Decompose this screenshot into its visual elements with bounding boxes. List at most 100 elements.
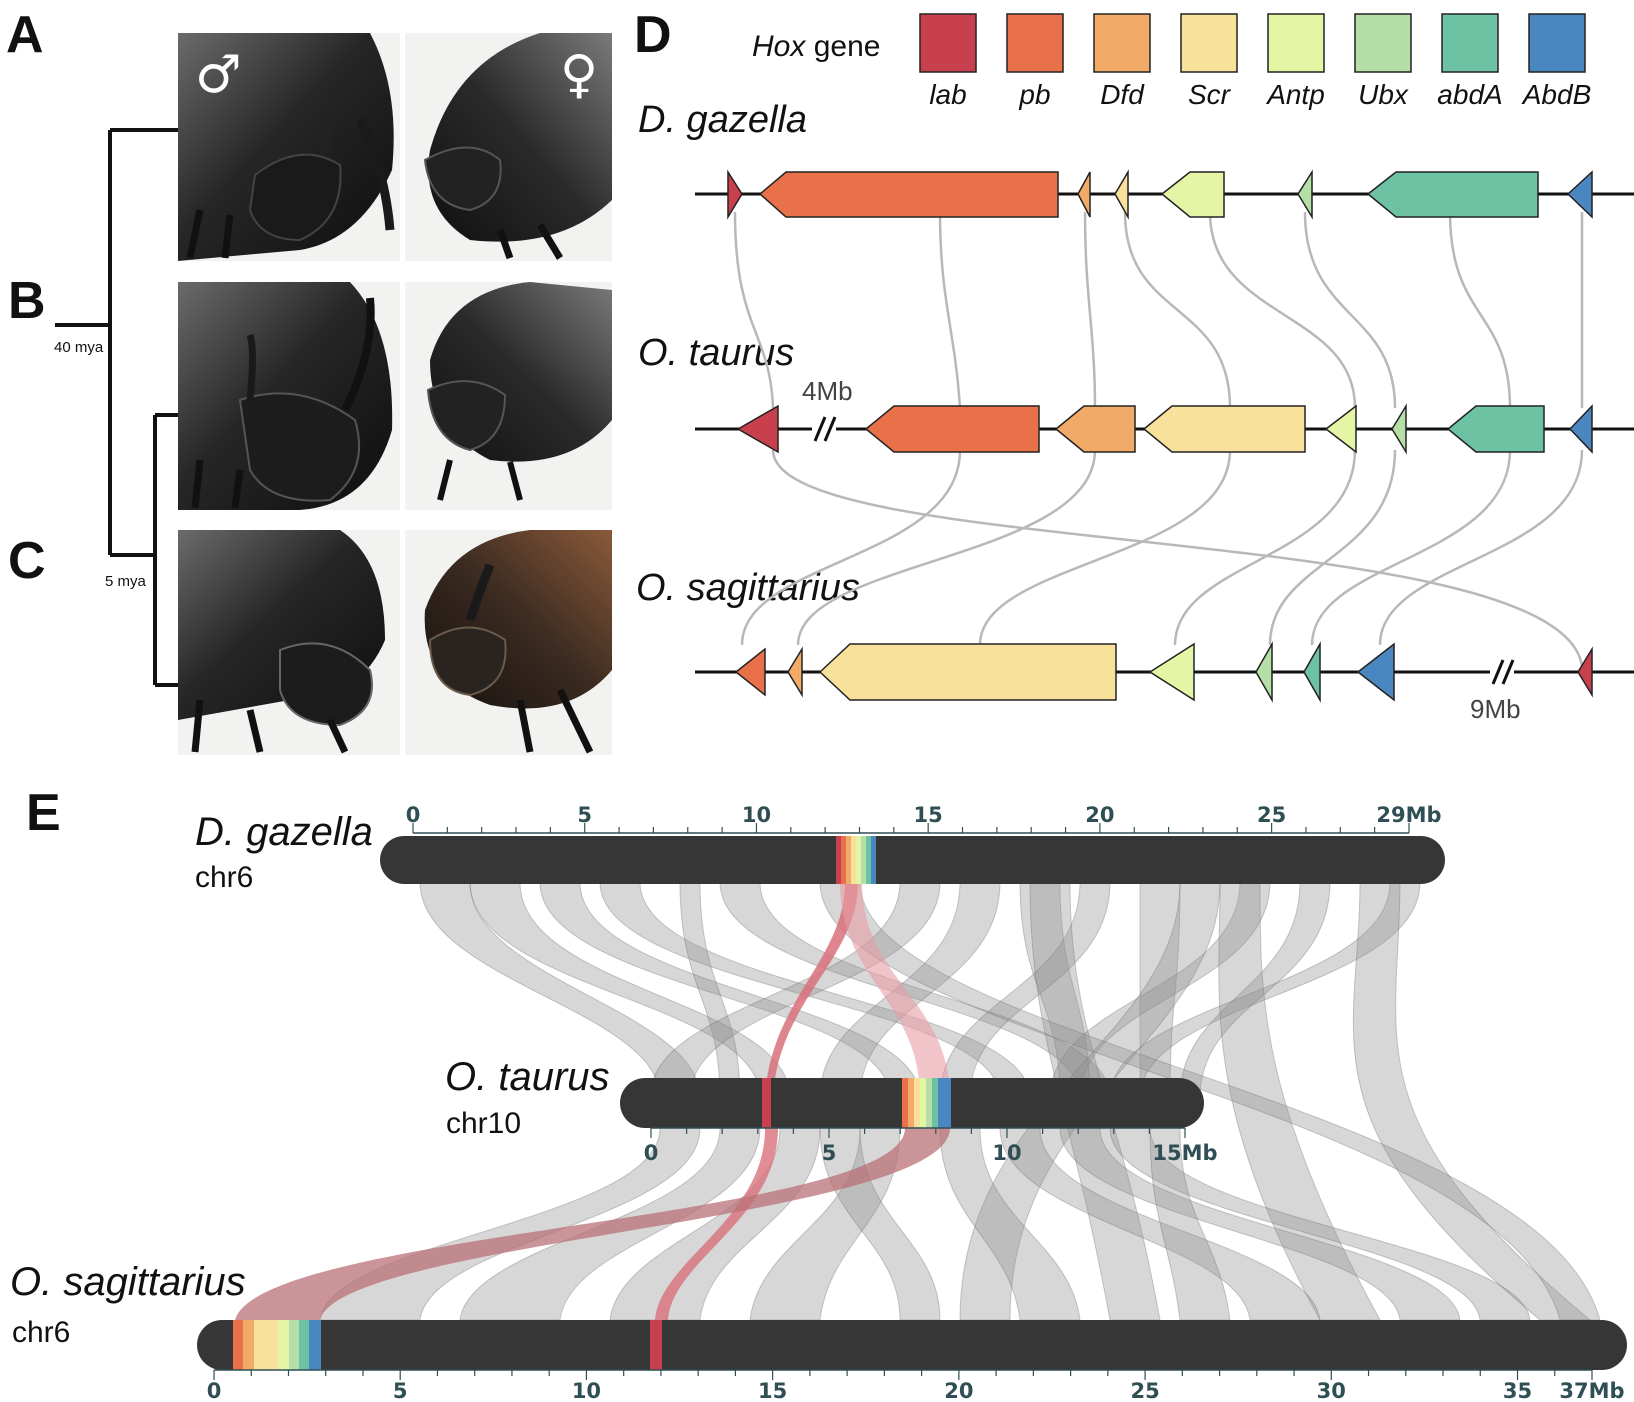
panel-label-e: E bbox=[26, 784, 61, 842]
chr-bar-osagittarius bbox=[197, 1320, 1627, 1370]
legend-swatch-abdb bbox=[1528, 13, 1586, 73]
legend-swatch-antp bbox=[1267, 13, 1325, 73]
legend-items: lab pb Dfd Scr Antp Ubx abdA AbdB bbox=[919, 13, 1592, 110]
gene-abdb-otaurus bbox=[1568, 404, 1593, 454]
legend-swatch-abda bbox=[1441, 13, 1499, 73]
hox-track-dgazella bbox=[695, 169, 1634, 220]
male-symbol: ♂ bbox=[195, 45, 242, 105]
axis-tick-label: 15 bbox=[914, 803, 943, 827]
chr-species-dgazella: D. gazella bbox=[195, 810, 373, 854]
gene-scr-otaurus bbox=[1142, 405, 1306, 453]
gene-antp-dgazella bbox=[1160, 171, 1225, 218]
panel-label-b: B bbox=[8, 272, 46, 330]
hox-synteny-links bbox=[733, 211, 1584, 667]
hox-band-otaurus bbox=[902, 1078, 951, 1128]
legend-label-lab: lab bbox=[929, 79, 966, 110]
chr-species-osagittarius: O. sagittarius bbox=[10, 1260, 246, 1304]
axis-tick-label: 20 bbox=[1085, 803, 1114, 827]
gene-scr-osagittarius bbox=[818, 643, 1117, 701]
legend-swatch-scr bbox=[1180, 13, 1238, 73]
gene-antp-osagittarius bbox=[1148, 642, 1195, 702]
panel-label-d: D bbox=[634, 6, 672, 64]
axis-tick-label: 15 bbox=[758, 1379, 787, 1402]
hox-track-otaurus: 4Mb bbox=[695, 376, 1634, 455]
legend-title-rest: gene bbox=[805, 30, 880, 63]
gene-abdb-dgazella bbox=[1566, 170, 1593, 219]
gene-pb-otaurus bbox=[864, 405, 1040, 453]
legend-swatch-pb bbox=[1006, 13, 1064, 73]
panel-d-species-dgazella: D. gazella bbox=[638, 99, 807, 141]
gene-abda-otaurus bbox=[1446, 405, 1545, 453]
lab-ribbon-upper bbox=[765, 882, 858, 1098]
lab-band-otaurus bbox=[762, 1078, 771, 1128]
hox-ribbon-upper bbox=[840, 882, 950, 1098]
gene-scr-dgazella bbox=[1114, 169, 1129, 220]
gene-ubx-osagittarius bbox=[1255, 641, 1273, 703]
hox-legend: Hox gene lab pb Dfd Scr Antp Ubx abdA AbdB bbox=[752, 13, 1592, 110]
chr-name-dgazella: chr6 bbox=[195, 861, 253, 894]
gene-abda-dgazella bbox=[1366, 171, 1539, 218]
chr-bar-dgazella bbox=[380, 836, 1445, 884]
axis-tick-label: 29Mb bbox=[1376, 803, 1441, 827]
lab-ribbon-lower bbox=[655, 1128, 778, 1320]
axis-tick-label: 25 bbox=[1130, 1379, 1159, 1402]
axis-tick-label: 10 bbox=[572, 1379, 601, 1402]
gene-lab-otaurus bbox=[736, 404, 779, 454]
axis-tick-label: 5 bbox=[393, 1379, 408, 1402]
hox-track-osagittarius: 9Mb bbox=[695, 641, 1634, 724]
gene-ubx-dgazella bbox=[1297, 169, 1313, 220]
legend-label-dfd: Dfd bbox=[1100, 79, 1145, 110]
panel-d-species-otaurus: O. taurus bbox=[638, 332, 794, 374]
legend-label-scr: Scr bbox=[1188, 79, 1232, 110]
legend-label-ubx: Ubx bbox=[1358, 79, 1409, 110]
female-symbol: ♀ bbox=[560, 45, 598, 105]
photo-a-female: ♀ bbox=[405, 33, 612, 261]
gap-break-otaurus bbox=[812, 416, 837, 442]
axis-tick-label: 5 bbox=[577, 803, 592, 827]
axis-tick-label: 5 bbox=[822, 1141, 837, 1165]
axis-tick-label: 35 bbox=[1503, 1379, 1532, 1402]
lab-band-osagittarius bbox=[650, 1320, 662, 1370]
hox-ribbon-lower bbox=[235, 1128, 950, 1320]
legend-title-italic: Hox bbox=[752, 30, 806, 63]
legend-swatch-lab bbox=[919, 13, 977, 73]
photo-b-female bbox=[405, 282, 612, 510]
legend-title: Hox gene bbox=[752, 30, 880, 63]
photo-b-male bbox=[178, 282, 400, 510]
axis-tick-label: 0 bbox=[207, 1379, 222, 1402]
gene-lab-dgazella bbox=[727, 169, 743, 220]
axis-ticks-dgazella: 0 5 10 15 20 25 29Mb bbox=[406, 803, 1442, 833]
axis-tick-label: 0 bbox=[406, 803, 421, 827]
axis-tick-label: 10 bbox=[742, 803, 771, 827]
axis-tick-label: 15Mb bbox=[1152, 1141, 1217, 1165]
chromosome-dgazella: D. gazella chr6 0 5 10 15 20 25 29Mb bbox=[195, 803, 1445, 894]
axis-tick-label: 10 bbox=[992, 1141, 1021, 1165]
legend-swatch-ubx bbox=[1354, 13, 1412, 73]
gene-ubx-otaurus bbox=[1391, 403, 1407, 455]
axis-tick-label: 30 bbox=[1317, 1379, 1346, 1402]
phylogeny-tree bbox=[55, 128, 178, 687]
axis-tick-label: 25 bbox=[1257, 803, 1286, 827]
legend-label-abdb: AbdB bbox=[1521, 79, 1592, 110]
gene-lab-osagittarius bbox=[1577, 646, 1593, 698]
gene-dfd-osagittarius bbox=[787, 646, 803, 698]
gene-dfd-otaurus bbox=[1054, 405, 1136, 453]
panel-label-c: C bbox=[8, 532, 46, 590]
hox-band-osagittarius bbox=[233, 1320, 321, 1370]
axis-ticks-otaurus: 0 5 10 15Mb bbox=[644, 1128, 1218, 1165]
gene-abda-osagittarius bbox=[1303, 641, 1321, 703]
axis-tick-label: 0 bbox=[644, 1141, 659, 1165]
chr-species-otaurus: O. taurus bbox=[445, 1055, 610, 1099]
photo-c-male bbox=[178, 530, 400, 755]
inner-age-label: 5 mya bbox=[105, 573, 147, 590]
gene-antp-otaurus bbox=[1324, 404, 1357, 454]
legend-label-pb: pb bbox=[1018, 79, 1050, 110]
legend-label-abda: abdA bbox=[1437, 79, 1502, 110]
photo-c-female bbox=[405, 530, 612, 755]
root-age-label: 40 mya bbox=[54, 339, 104, 356]
axis-ticks-osagittarius: 0 5 10 15 20 25 30 35 37Mb bbox=[207, 1370, 1625, 1402]
axis-tick-label: 37Mb bbox=[1559, 1379, 1624, 1402]
gap-break-osagittarius bbox=[1490, 659, 1515, 685]
